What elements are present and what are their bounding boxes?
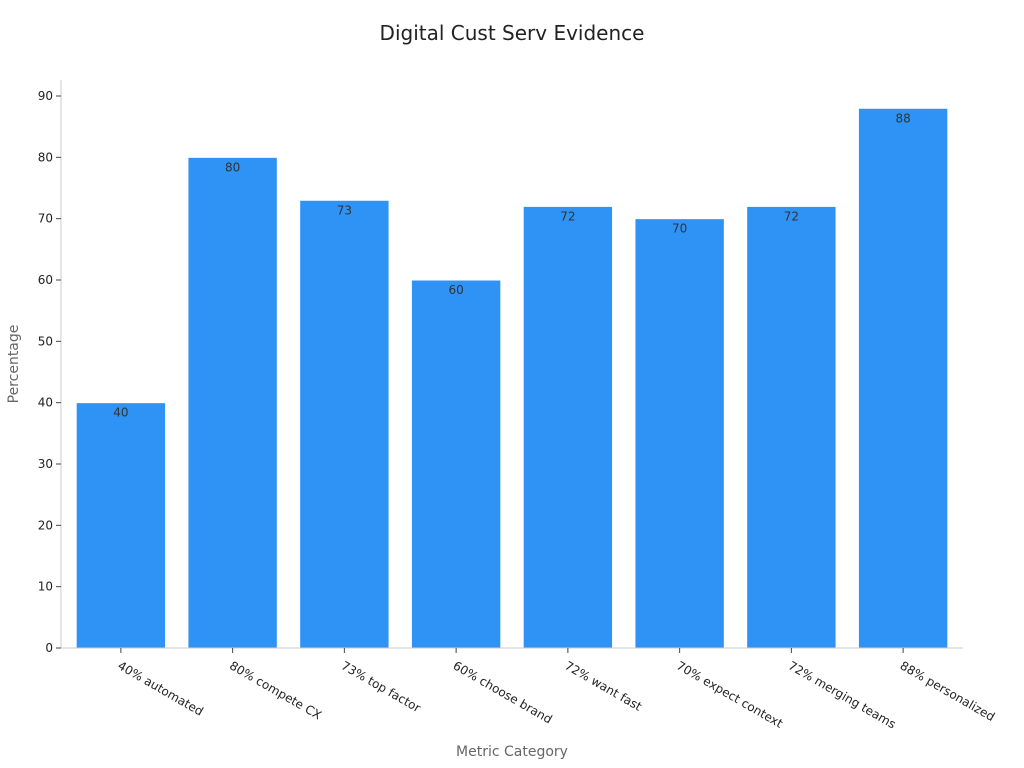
y-tick-label: 0 bbox=[45, 641, 53, 655]
y-tick-label: 80 bbox=[38, 150, 53, 164]
chart-title: Digital Cust Serv Evidence bbox=[380, 21, 645, 45]
bar bbox=[187, 156, 278, 649]
data-labels-group: 40 80 73 60 72 70 72 88 bbox=[113, 111, 911, 419]
y-tick-label: 40 bbox=[38, 396, 53, 410]
x-tick-label: 60% choose brand bbox=[451, 658, 555, 726]
bar bbox=[857, 107, 949, 649]
x-axis-title: Metric Category bbox=[456, 744, 568, 760]
bar bbox=[634, 218, 725, 649]
bar bbox=[299, 199, 390, 649]
y-tick-label: 70 bbox=[38, 212, 53, 226]
x-tick-label: 73% top factor bbox=[339, 658, 423, 715]
x-axis-ticks: 40% automated 80% compete CX 73% top facto… bbox=[115, 648, 997, 731]
data-label: 60 bbox=[448, 283, 463, 297]
y-axis-ticks: 0 10 20 30 40 50 60 70 80 90 bbox=[38, 89, 61, 655]
data-label: 72 bbox=[784, 209, 799, 223]
y-tick-label: 60 bbox=[38, 273, 53, 287]
bar bbox=[746, 205, 837, 649]
bars-group bbox=[75, 107, 949, 649]
x-tick-label: 80% compete CX bbox=[227, 658, 324, 722]
x-tick-label: 40% automated bbox=[115, 658, 205, 718]
y-tick-label: 20 bbox=[38, 518, 53, 532]
y-tick-label: 10 bbox=[38, 580, 53, 594]
y-tick-label: 90 bbox=[38, 89, 53, 103]
bar bbox=[522, 205, 614, 649]
bar bbox=[410, 279, 502, 649]
y-tick-label: 50 bbox=[38, 334, 53, 348]
data-label: 40 bbox=[113, 406, 128, 420]
y-axis-title: Percentage bbox=[6, 325, 22, 404]
y-tick-label: 30 bbox=[38, 457, 53, 471]
x-tick-label: 88% personalized bbox=[898, 658, 998, 724]
data-label: 70 bbox=[672, 222, 687, 236]
x-tick-label: 72% merging teams bbox=[786, 658, 898, 731]
bar bbox=[75, 402, 167, 649]
x-tick-label: 72% want fast bbox=[562, 658, 644, 713]
data-label: 72 bbox=[560, 209, 575, 223]
x-tick-label: 70% expect context bbox=[674, 658, 785, 730]
data-label: 73 bbox=[337, 203, 352, 217]
data-label: 80 bbox=[225, 160, 240, 174]
data-label: 88 bbox=[895, 111, 910, 125]
